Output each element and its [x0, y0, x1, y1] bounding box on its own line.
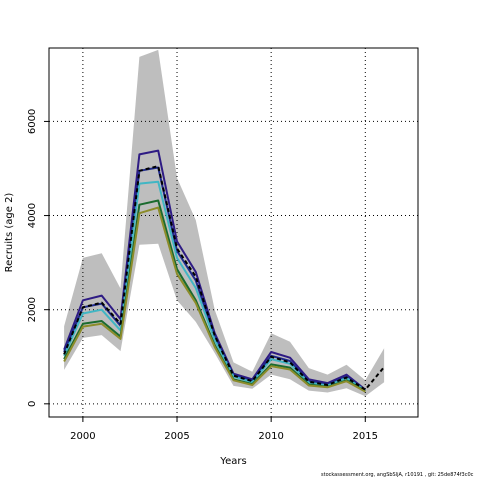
series-layer: [63, 149, 385, 393]
y-tick-label: 4000: [27, 203, 38, 228]
confidence-band: [64, 49, 385, 397]
series-line-3: [63, 180, 366, 392]
series-line-2: [63, 166, 366, 392]
y-tick-label: 0: [27, 401, 38, 407]
x-tick-label: 2005: [164, 431, 189, 442]
grid-layer: [49, 48, 418, 417]
x-tick-label: 2000: [70, 431, 95, 442]
x-tick-label: 2015: [353, 431, 378, 442]
y-tick-label: 6000: [27, 109, 38, 134]
footer-source-note: stockassessment.org, angSbSljA, r10191 ,…: [321, 472, 474, 478]
y-axis-label: Recruits (age 2): [4, 193, 15, 273]
y-tick-label: 2000: [27, 297, 38, 322]
series-line-5: [63, 206, 366, 393]
tick-layer: 2000 2005 2010 2015 0 2000 4000 6000: [27, 109, 378, 442]
plot-frame: [48, 47, 419, 418]
x-tick-label: 2010: [258, 431, 283, 442]
series-line-dashed: [63, 165, 385, 391]
confidence-band-layer: [64, 49, 385, 397]
x-axis-label: Years: [219, 456, 246, 467]
